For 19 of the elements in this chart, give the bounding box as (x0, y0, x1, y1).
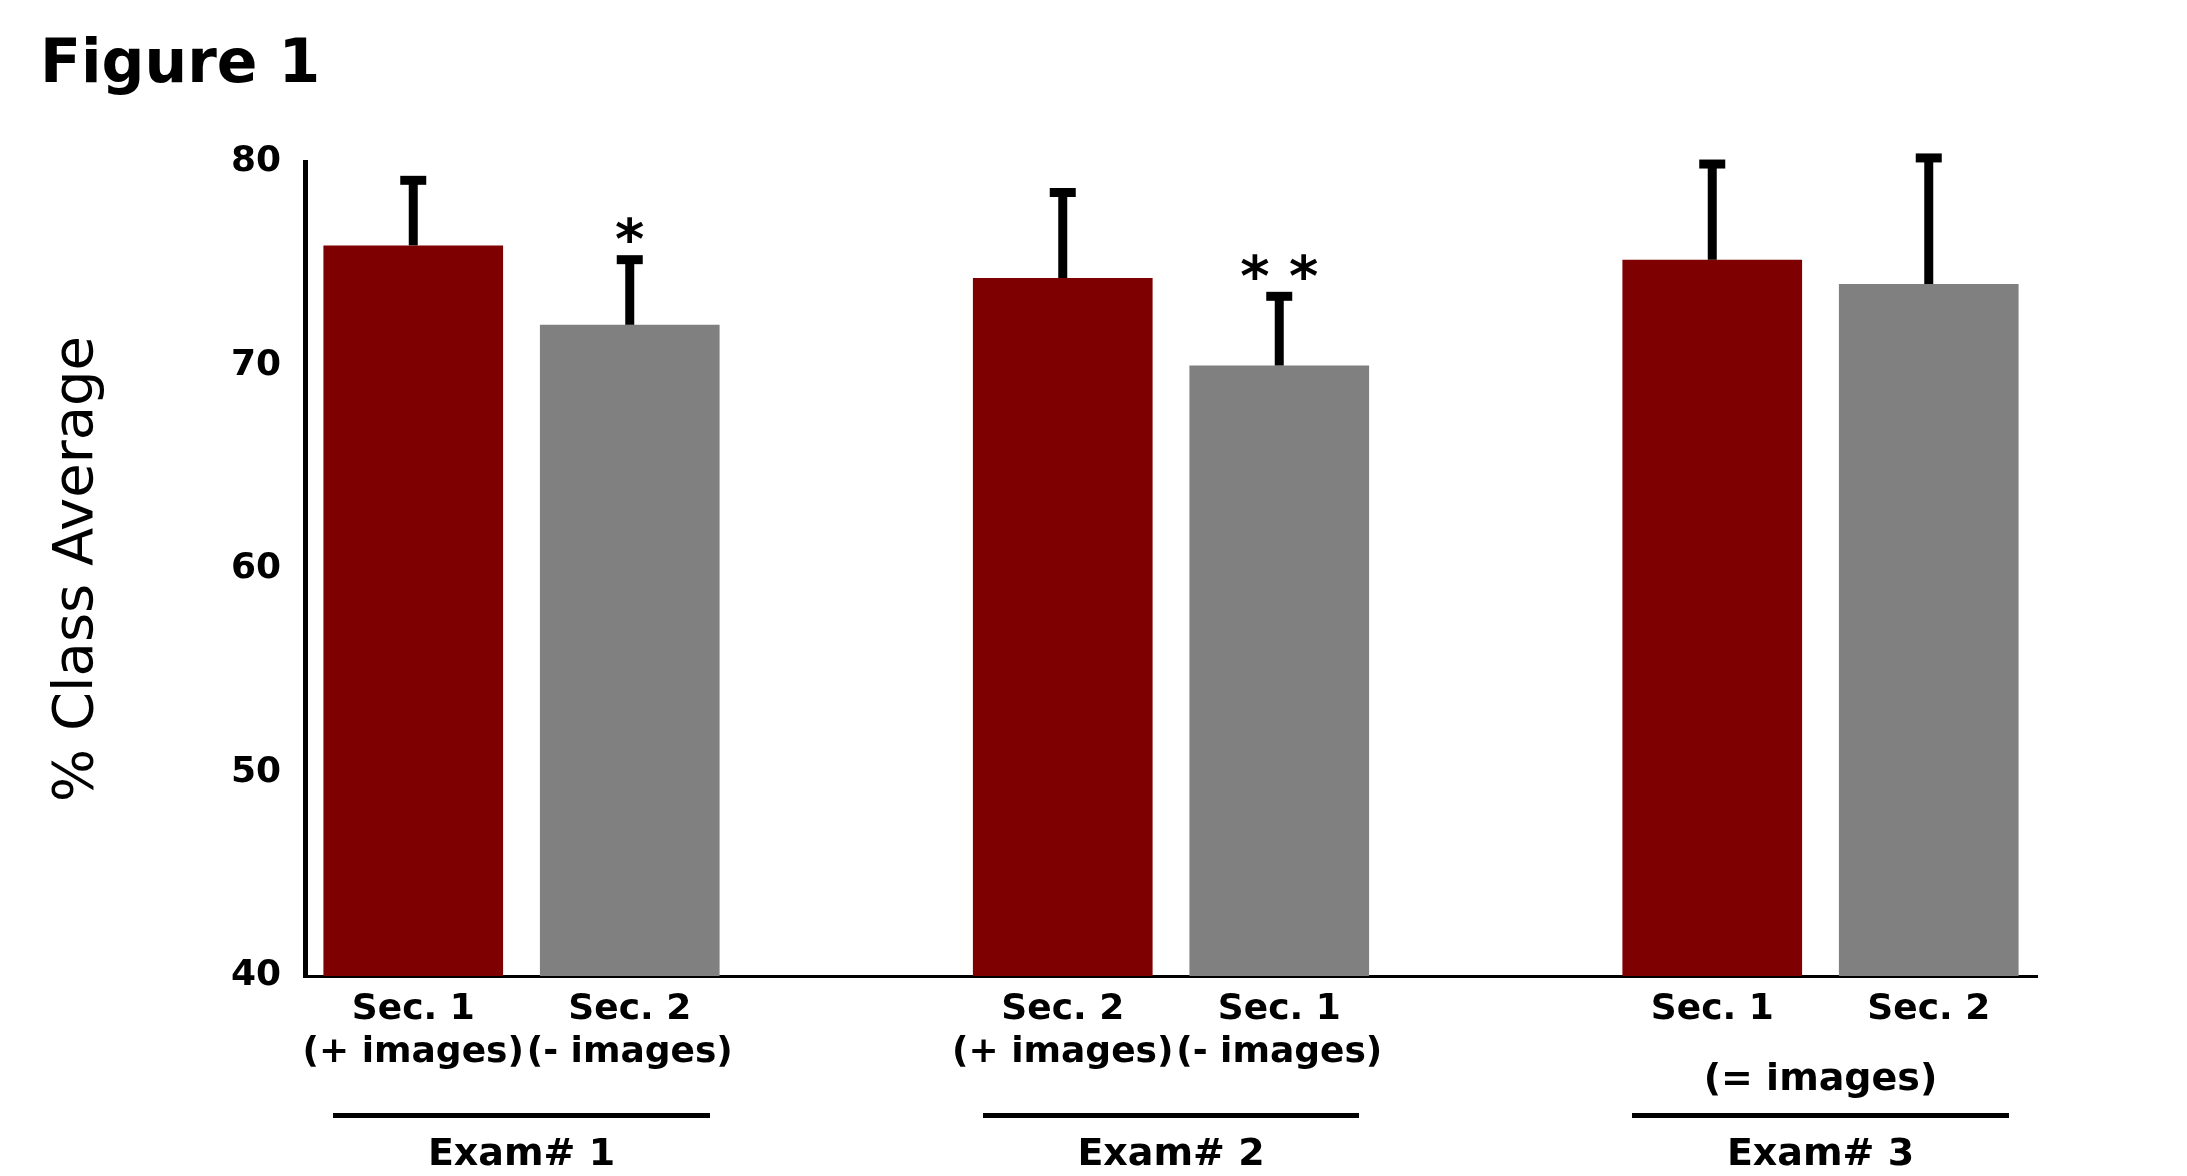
x-tick-label: Sec. 2 (+ images) (952, 985, 1174, 1071)
x-tick-label: Sec. 1 (1650, 985, 1774, 1027)
text: (= images) (1703, 1055, 1938, 1099)
x-tick-label: Sec. 2 (- images) (526, 985, 733, 1071)
text: Exam# 2 (1077, 1130, 1265, 1174)
y-tick-label: 70 (230, 341, 281, 383)
text: Exam# 3 (1726, 1130, 1915, 1174)
annotation: * * (1240, 242, 1319, 308)
y-tick-label: 80 (230, 138, 281, 180)
y-axis-title: % Class Average (40, 335, 106, 803)
x-tick-label: Sec. 1 (- images) (1176, 985, 1383, 1071)
text: Exam# 1 (427, 1130, 616, 1174)
y-tick-label: 50 (230, 748, 281, 790)
x-tick-label: Sec. 2 (1867, 985, 1991, 1027)
y-tick-label: 60 (230, 545, 281, 587)
chart-title: Figure 1 (40, 25, 321, 96)
x-tick-label: Sec. 1 (+ images) (302, 985, 524, 1071)
y-tick-label: 40 (230, 952, 281, 994)
annotation: * (615, 206, 645, 272)
